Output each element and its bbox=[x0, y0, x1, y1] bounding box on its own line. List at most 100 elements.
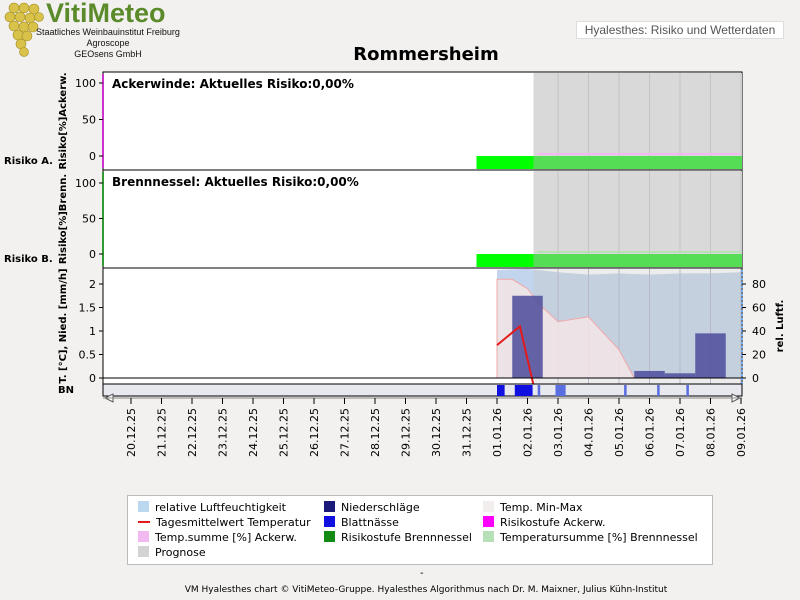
footer-dash: - bbox=[420, 568, 424, 579]
y-tick-label: 50 bbox=[82, 114, 96, 127]
leaf-wetness-strip bbox=[102, 383, 743, 397]
legend-swatch-icon bbox=[138, 521, 150, 523]
risk-level-bar-prognose bbox=[533, 254, 742, 267]
legend-swatch-icon bbox=[138, 546, 149, 557]
legend-item: Temperatursumme [%] Brennnessel bbox=[483, 531, 698, 544]
legend-item: relative Luftfeuchtigkeit bbox=[138, 501, 286, 514]
y-axis-label: Risiko[%]Brenn. bbox=[58, 174, 69, 264]
legend-label: Risikostufe Brennnessel bbox=[341, 531, 472, 544]
y-tick-label: 1 bbox=[89, 325, 96, 338]
legend-swatch-icon bbox=[483, 531, 494, 542]
y-axis-label: T. [°C], Nied. [mm/h] bbox=[58, 268, 69, 383]
legend-item: Temp. Min-Max bbox=[483, 501, 583, 514]
y-tick-label: 100 bbox=[75, 177, 96, 190]
legend-item: Tagesmittelwert Temperatur bbox=[138, 516, 311, 529]
legend-swatch-icon bbox=[324, 531, 335, 542]
x-tick-label: 21.12.25 bbox=[156, 408, 169, 457]
temp-mean-line bbox=[496, 324, 537, 392]
x-tick-label: 09.01.26 bbox=[735, 408, 748, 457]
page-banner: Hyalesthes: Risiko und Wetterdaten bbox=[576, 21, 784, 39]
precipitation-bar bbox=[664, 373, 696, 378]
x-tick-label: 28.12.25 bbox=[369, 408, 382, 457]
y-tick-label: 1.5 bbox=[79, 302, 97, 315]
risk-row-label: Risiko A. bbox=[4, 156, 53, 167]
legend-swatch-icon bbox=[138, 501, 149, 512]
y-tick-label: 0.5 bbox=[79, 349, 97, 362]
legend-label: Temperatursumme [%] Brennnessel bbox=[500, 531, 698, 544]
y-tick-label: 50 bbox=[82, 213, 96, 226]
legend-swatch-icon bbox=[324, 516, 335, 527]
legend-label: Temp.summe [%] Ackerw. bbox=[155, 531, 297, 544]
x-tick-label: 02.01.26 bbox=[522, 408, 535, 457]
footer-credit: VM Hyalesthes chart © VitiMeteo-Gruppe. … bbox=[184, 585, 668, 595]
legend-label: Risikostufe Ackerw. bbox=[500, 516, 606, 529]
x-tick-label: 25.12.25 bbox=[278, 408, 291, 457]
leaf-wetness-row-label: BN bbox=[58, 385, 74, 396]
y-tick-label: 2 bbox=[89, 278, 96, 291]
y-tick-label: 100 bbox=[75, 77, 96, 90]
x-tick-label: 20.12.25 bbox=[125, 408, 138, 457]
x-tick-label: 30.12.25 bbox=[430, 408, 443, 457]
legend-label: Temp. Min-Max bbox=[500, 501, 583, 514]
y2-axis-label: rel. Luftf. bbox=[775, 300, 786, 353]
y2-tick-label: 60 bbox=[752, 302, 766, 315]
legend-swatch-icon bbox=[483, 516, 494, 527]
precipitation-bar bbox=[512, 295, 543, 378]
x-tick-label: 07.01.26 bbox=[674, 408, 687, 457]
legend-item: Risikostufe Ackerw. bbox=[483, 516, 605, 529]
x-tick-label: 29.12.25 bbox=[400, 408, 413, 457]
x-tick-label: 23.12.25 bbox=[217, 408, 230, 457]
y2-tick-label: 80 bbox=[752, 278, 766, 291]
legend-swatch-icon bbox=[324, 501, 335, 512]
legend-item: Prognose bbox=[138, 546, 206, 559]
x-tick-label: 24.12.25 bbox=[247, 408, 260, 457]
grape-logo-icon bbox=[4, 2, 44, 57]
risk-level-bar-prognose bbox=[533, 156, 742, 169]
legend-swatch-icon bbox=[483, 501, 494, 512]
logo-line-2: Agroscope bbox=[86, 38, 130, 48]
chart-legend: relative Luftfeuchtigkeit Niederschläge Te… bbox=[127, 495, 713, 565]
y-tick-label: 0 bbox=[89, 372, 96, 385]
x-tick-label: 22.12.25 bbox=[186, 408, 199, 457]
x-tick-label: 01.01.26 bbox=[491, 408, 504, 457]
legend-item: Niederschläge bbox=[324, 501, 420, 514]
x-tick-label: 06.01.26 bbox=[644, 408, 657, 457]
risk-row-label: Risiko B. bbox=[4, 254, 53, 265]
x-tick-label: 05.01.26 bbox=[613, 408, 626, 457]
x-tick-label: 03.01.26 bbox=[552, 408, 565, 457]
legend-item: Risikostufe Brennnessel bbox=[324, 531, 472, 544]
legend-label: relative Luftfeuchtigkeit bbox=[155, 501, 286, 514]
legend-label: Blattnässe bbox=[341, 516, 399, 529]
y-axis-label: Risiko[%]Ackerw. bbox=[58, 72, 69, 169]
risk-annotation: Brennnessel: Aktuelles Risiko:0,00% bbox=[112, 175, 359, 189]
legend-swatch-icon bbox=[138, 531, 149, 542]
logo-line-3: GEOsens GmbH bbox=[74, 49, 142, 59]
y2-tick-label: 20 bbox=[752, 349, 766, 362]
y-tick-label: 0 bbox=[89, 248, 96, 261]
y2-tick-label: 0 bbox=[752, 372, 759, 385]
leaf-wetness-bar bbox=[497, 385, 505, 396]
x-tick-label: 27.12.25 bbox=[339, 408, 352, 457]
risk-annotation: Ackerwinde: Aktuelles Risiko:0,00% bbox=[112, 77, 354, 91]
x-tick-label: 08.01.26 bbox=[705, 408, 718, 457]
leaf-wetness-bar bbox=[624, 385, 627, 396]
legend-label: Tagesmittelwert Temperatur bbox=[156, 516, 311, 529]
legend-label: Prognose bbox=[155, 546, 206, 559]
x-tick-label: 26.12.25 bbox=[308, 408, 321, 457]
legend-label: Niederschläge bbox=[341, 501, 420, 514]
leaf-wetness-bar bbox=[537, 385, 541, 396]
y-tick-label: 0 bbox=[89, 150, 96, 163]
x-tick-label: 04.01.26 bbox=[583, 408, 596, 457]
leaf-wetness-bar bbox=[555, 385, 566, 396]
chart-title: Rommersheim bbox=[353, 44, 499, 65]
x-tick-label: 31.12.25 bbox=[461, 408, 474, 457]
leaf-wetness-bar bbox=[514, 385, 533, 396]
leaf-wetness-bar bbox=[657, 385, 660, 396]
y2-tick-label: 40 bbox=[752, 325, 766, 338]
leaf-wetness-bar bbox=[686, 385, 689, 396]
precipitation-bar bbox=[634, 370, 665, 378]
logo-line-1: Staatliches Weinbauinstitut Freiburg bbox=[36, 27, 180, 37]
legend-item: Blattnässe bbox=[324, 516, 399, 529]
precipitation-bar bbox=[695, 333, 726, 378]
